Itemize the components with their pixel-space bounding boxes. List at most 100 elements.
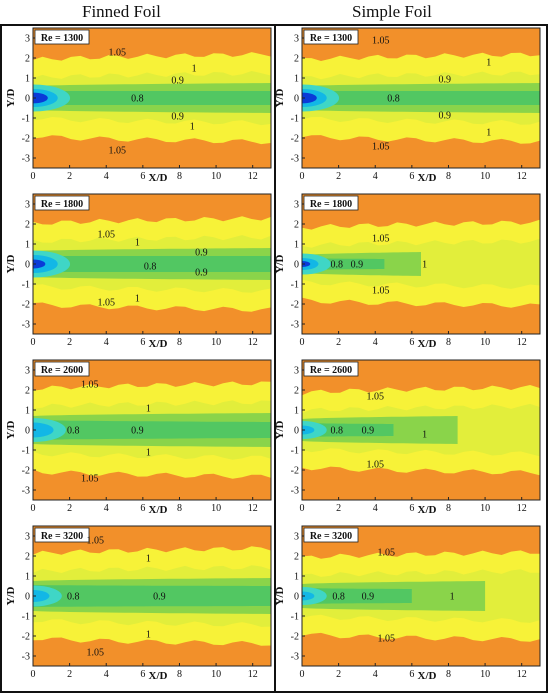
- x-tick-label: 2: [336, 669, 341, 680]
- x-axis-label: X/D: [149, 338, 168, 350]
- re-label: Re = 3200: [310, 531, 352, 542]
- contour-label: 1: [450, 592, 455, 603]
- contour-label: 0.9: [439, 75, 452, 86]
- contour-label: 1.05: [366, 460, 384, 471]
- y-tick-label: 0: [294, 426, 299, 437]
- contour-label: 0.9: [439, 111, 452, 122]
- x-tick-label: 10: [211, 171, 221, 182]
- x-tick-label: 10: [480, 337, 490, 348]
- contour-label: 0.8: [387, 94, 400, 105]
- x-tick-label: 6: [409, 669, 414, 680]
- y-tick-label: -1: [291, 612, 299, 623]
- x-tick-label: 8: [177, 503, 182, 514]
- panel-field: [33, 28, 271, 168]
- contour-label: 1: [486, 58, 491, 69]
- y-tick-label: 2: [25, 552, 30, 563]
- x-tick-label: 2: [336, 337, 341, 348]
- x-tick-label: 10: [211, 503, 221, 514]
- y-tick-label: -2: [291, 300, 299, 311]
- x-axis-label: X/D: [418, 338, 437, 350]
- y-tick-label: -3: [291, 652, 299, 663]
- y-tick-label: -3: [22, 652, 30, 663]
- y-axis-label: Y/D: [274, 586, 286, 605]
- x-tick-label: 0: [300, 337, 305, 348]
- contour-label: 1: [146, 448, 151, 459]
- x-tick-label: 0: [300, 503, 305, 514]
- y-tick-label: -1: [291, 114, 299, 125]
- y-tick-label: 2: [25, 386, 30, 397]
- y-tick-label: 3: [294, 200, 299, 211]
- x-tick-label: 0: [300, 669, 305, 680]
- panel-field: [302, 28, 540, 168]
- y-tick-label: -2: [291, 134, 299, 145]
- y-axis-label: Y/D: [5, 88, 17, 107]
- x-axis-label: X/D: [418, 670, 437, 682]
- contour-label: 0.9: [195, 248, 208, 259]
- core-region-2: [302, 425, 315, 435]
- y-tick-label: 1: [294, 74, 299, 85]
- x-tick-label: 12: [248, 503, 258, 514]
- y-tick-label: 1: [25, 406, 30, 417]
- x-tick-label: 8: [446, 503, 451, 514]
- re-label-box: [303, 195, 359, 211]
- contour-label: 1.05: [108, 146, 126, 157]
- x-tick-label: 2: [336, 171, 341, 182]
- contour-label: 1.05: [86, 536, 104, 547]
- contour-label: 0.9: [195, 268, 208, 279]
- re-label: Re = 1800: [310, 199, 352, 210]
- re-label-box: [303, 527, 359, 543]
- panel-field: [33, 194, 271, 334]
- x-tick-label: 8: [446, 171, 451, 182]
- x-tick-label: 8: [446, 337, 451, 348]
- contour-label: 1.05: [108, 48, 126, 59]
- x-tick-label: 6: [140, 503, 145, 514]
- panel-field: [302, 526, 540, 666]
- y-tick-label: 2: [294, 386, 299, 397]
- x-tick-label: 0: [300, 171, 305, 182]
- y-tick-label: 0: [294, 592, 299, 603]
- contour-label: 1.05: [81, 474, 99, 485]
- x-tick-label: 10: [211, 669, 221, 680]
- contour-label: 1: [190, 122, 195, 133]
- y-tick-label: -1: [291, 280, 299, 291]
- x-tick-label: 8: [177, 337, 182, 348]
- x-tick-label: 0: [31, 503, 36, 514]
- y-tick-label: -1: [22, 446, 30, 457]
- y-tick-label: -3: [291, 154, 299, 165]
- contour-label: 0.8: [331, 426, 344, 437]
- x-tick-label: 4: [104, 171, 109, 182]
- x-axis-label: X/D: [418, 172, 437, 184]
- y-tick-label: -3: [291, 486, 299, 497]
- y-tick-label: 2: [25, 220, 30, 231]
- y-tick-label: -3: [291, 320, 299, 331]
- y-tick-label: 3: [294, 532, 299, 543]
- panel-field: [302, 194, 540, 334]
- x-tick-label: 6: [140, 669, 145, 680]
- contour-label: 1: [146, 630, 151, 641]
- y-tick-label: 3: [294, 34, 299, 45]
- y-tick-label: 3: [25, 366, 30, 377]
- x-tick-label: 0: [31, 171, 36, 182]
- contour-label: 0.8: [332, 592, 345, 603]
- x-tick-label: 2: [67, 669, 72, 680]
- re-label: Re = 1300: [41, 33, 83, 44]
- contour-label: 1: [192, 64, 197, 75]
- y-tick-label: -1: [22, 612, 30, 623]
- x-tick-label: 4: [373, 503, 378, 514]
- y-tick-label: -1: [22, 114, 30, 125]
- re-label: Re = 3200: [41, 531, 83, 542]
- re-label-box: [34, 29, 90, 45]
- y-tick-label: -3: [22, 154, 30, 165]
- band-08: [33, 91, 271, 105]
- x-tick-label: 8: [177, 669, 182, 680]
- contour-label: 1: [422, 430, 427, 441]
- contour-label: 1.05: [377, 634, 395, 645]
- core-region-3: [302, 261, 311, 267]
- re-label-box: [34, 361, 90, 377]
- x-tick-label: 6: [140, 337, 145, 348]
